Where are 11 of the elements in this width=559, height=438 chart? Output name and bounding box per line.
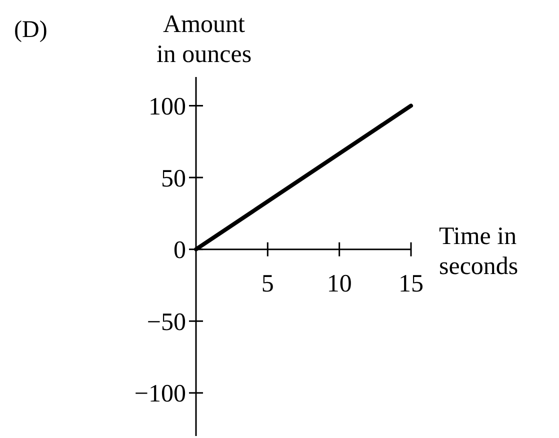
x-tick-label: 15 [398, 270, 424, 298]
y-axis-title: Amount in ounces [156, 11, 252, 68]
y-tick-label: 0 [174, 237, 186, 264]
y-tick-label: −100 [134, 380, 186, 408]
x-axis-title: Time in seconds [439, 223, 518, 280]
y-tick-label: 50 [161, 165, 186, 192]
y-tick-label: 100 [148, 93, 186, 120]
chart-title: (D) [14, 17, 48, 43]
x-tick-label: 5 [261, 270, 274, 298]
x-tick-label: 10 [326, 270, 352, 298]
y-tick-label: −50 [146, 308, 186, 336]
